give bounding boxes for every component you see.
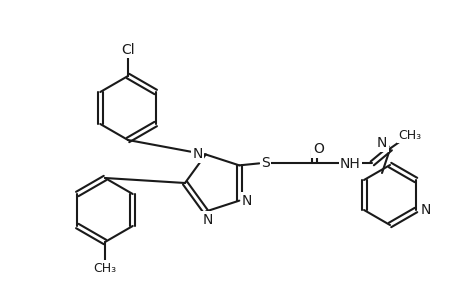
Text: S: S [260, 156, 269, 170]
Text: N: N [420, 203, 430, 217]
Text: N: N [241, 194, 252, 208]
Text: Cl: Cl [121, 43, 134, 57]
Text: NH: NH [339, 158, 360, 171]
Text: CH₃: CH₃ [398, 129, 421, 142]
Text: N: N [192, 148, 202, 161]
Text: N: N [376, 136, 386, 150]
Text: CH₃: CH₃ [93, 262, 116, 275]
Text: O: O [312, 142, 323, 156]
Text: N: N [202, 212, 213, 226]
